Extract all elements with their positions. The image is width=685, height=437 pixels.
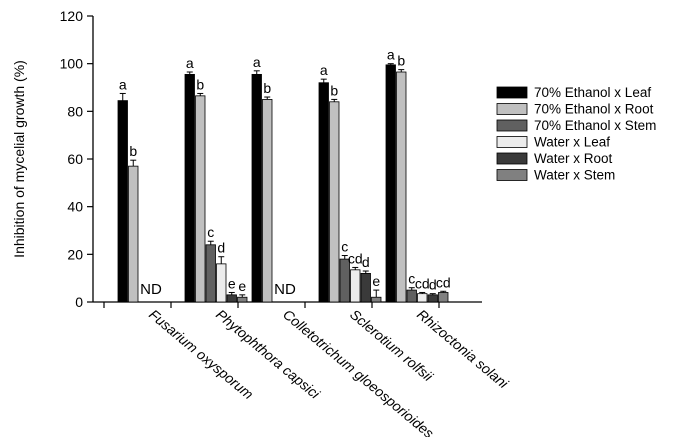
bar xyxy=(371,296,382,303)
legend-swatch xyxy=(496,169,528,181)
legend-label: Water x Stem xyxy=(534,168,615,183)
significance-label: a xyxy=(320,62,328,78)
legend-swatch xyxy=(496,136,528,148)
bar xyxy=(329,101,340,303)
y-tick-label: 120 xyxy=(60,8,84,24)
legend-swatch xyxy=(496,86,528,99)
significance-label: cd xyxy=(436,274,451,290)
bar xyxy=(184,73,195,303)
significance-label: b xyxy=(196,76,204,92)
bar xyxy=(406,289,417,303)
axes: 0 20 40 60 80 100 120 xyxy=(60,8,482,310)
bar xyxy=(360,272,371,303)
legend-swatch xyxy=(496,152,528,165)
bar xyxy=(385,64,396,303)
significance-label: d xyxy=(429,277,437,293)
significance-label: e xyxy=(372,273,380,289)
nd-annotation: ND xyxy=(274,281,296,298)
significance-label: a xyxy=(186,55,194,71)
significance-label: a xyxy=(253,54,261,70)
bar xyxy=(195,95,206,303)
significance-label: b xyxy=(263,80,271,96)
bar xyxy=(427,294,438,303)
y-axis-label: Inhibition of mycelial growth (%) xyxy=(11,60,27,258)
y-tick-label: 20 xyxy=(67,246,83,262)
legend-swatch xyxy=(496,103,528,115)
nd-annotation: ND xyxy=(140,281,162,298)
bar xyxy=(237,296,248,303)
significance-label: e xyxy=(228,275,236,291)
bar xyxy=(438,292,449,303)
y-tick-label: 0 xyxy=(75,294,83,310)
bar xyxy=(318,82,329,303)
significance-label: a xyxy=(119,76,127,92)
legend-label: 70% Ethanol x Root xyxy=(534,102,654,117)
legend: 70% Ethanol x Leaf 70% Ethanol x Root70% … xyxy=(496,85,656,183)
legend-swatch xyxy=(496,119,528,132)
bar xyxy=(205,244,216,303)
significance-label: c xyxy=(207,224,214,240)
bar xyxy=(226,294,237,303)
legend-label: Water x Leaf xyxy=(534,135,610,150)
bar xyxy=(128,165,139,303)
significance-label: e xyxy=(238,278,246,294)
significance-label: cd xyxy=(348,250,363,266)
significance-label: a xyxy=(387,47,395,63)
y-tick-label: 60 xyxy=(67,151,83,167)
bar xyxy=(417,293,428,303)
significance-label: b xyxy=(397,53,405,69)
significance-label: b xyxy=(330,82,338,98)
y-tick-label: 40 xyxy=(67,199,83,215)
legend-label: Water x Root xyxy=(534,151,613,166)
bar xyxy=(350,269,361,303)
bar xyxy=(251,73,262,303)
legend-label: 70% Ethanol x Leaf xyxy=(534,85,651,100)
bar xyxy=(262,99,273,303)
y-tick-label: 80 xyxy=(67,103,83,119)
significance-label: c xyxy=(341,239,348,255)
y-tick-label: 100 xyxy=(60,56,84,72)
significance-label: b xyxy=(129,143,137,159)
significance-label: cd xyxy=(415,275,430,291)
legend-label: 70% Ethanol x Stem xyxy=(534,118,656,133)
significance-label: d xyxy=(217,240,225,256)
bar xyxy=(396,71,407,303)
bar xyxy=(117,100,128,303)
significance-label: c xyxy=(408,271,415,287)
bar xyxy=(216,263,227,303)
significance-label: d xyxy=(362,254,370,270)
